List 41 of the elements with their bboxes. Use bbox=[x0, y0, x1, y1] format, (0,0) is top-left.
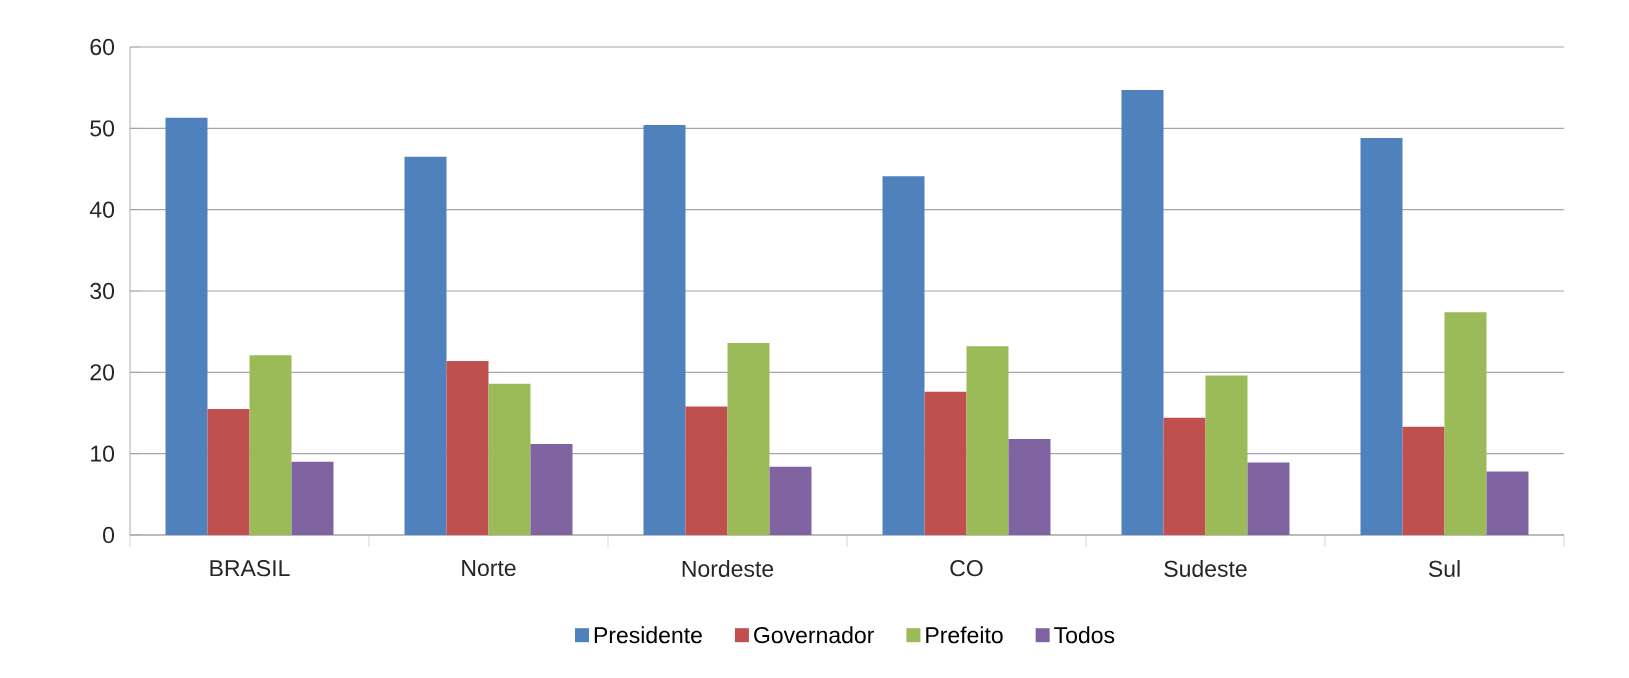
legend-label: Presidente bbox=[594, 626, 702, 644]
bar bbox=[1486, 471, 1529, 535]
bar bbox=[643, 125, 686, 535]
legend-label: Prefeito bbox=[926, 626, 1003, 644]
bar bbox=[769, 466, 812, 535]
y-tick-label: 60 bbox=[90, 38, 115, 56]
bar bbox=[1008, 439, 1051, 535]
x-tick-label: Nordeste bbox=[682, 560, 774, 577]
bar bbox=[1121, 90, 1164, 535]
y-tick-label: 50 bbox=[90, 120, 115, 137]
bar bbox=[1360, 138, 1403, 535]
y-tick-label: 30 bbox=[90, 282, 115, 300]
y-tick-label: 40 bbox=[89, 201, 115, 218]
bar bbox=[1163, 417, 1206, 535]
x-tick-label: Norte bbox=[462, 560, 516, 577]
bar bbox=[685, 406, 728, 535]
x-tick-label: Sudeste bbox=[1164, 560, 1247, 577]
y-tick-label: 20 bbox=[90, 364, 115, 381]
bar bbox=[1444, 312, 1487, 535]
legend-label: Governador bbox=[754, 626, 874, 644]
bar bbox=[1205, 375, 1248, 535]
bar bbox=[1402, 426, 1445, 535]
bar bbox=[165, 117, 208, 535]
x-tick-label: Sul bbox=[1428, 560, 1460, 577]
bar bbox=[249, 355, 292, 535]
bar bbox=[446, 360, 489, 535]
bar bbox=[291, 461, 334, 535]
x-tick-label: CO bbox=[950, 560, 983, 577]
bar bbox=[966, 346, 1009, 535]
y-tick-label: 0 bbox=[103, 526, 115, 544]
bar bbox=[207, 408, 250, 535]
bar bbox=[882, 176, 925, 535]
bar bbox=[727, 343, 770, 535]
bar bbox=[488, 383, 531, 535]
x-tick-label: BRASIL bbox=[210, 560, 290, 577]
bar bbox=[530, 443, 573, 535]
bar bbox=[924, 391, 967, 535]
bar bbox=[404, 156, 447, 535]
legend-label: Todos bbox=[1054, 626, 1115, 644]
bar bbox=[1247, 462, 1290, 535]
y-tick-label: 10 bbox=[91, 445, 115, 462]
